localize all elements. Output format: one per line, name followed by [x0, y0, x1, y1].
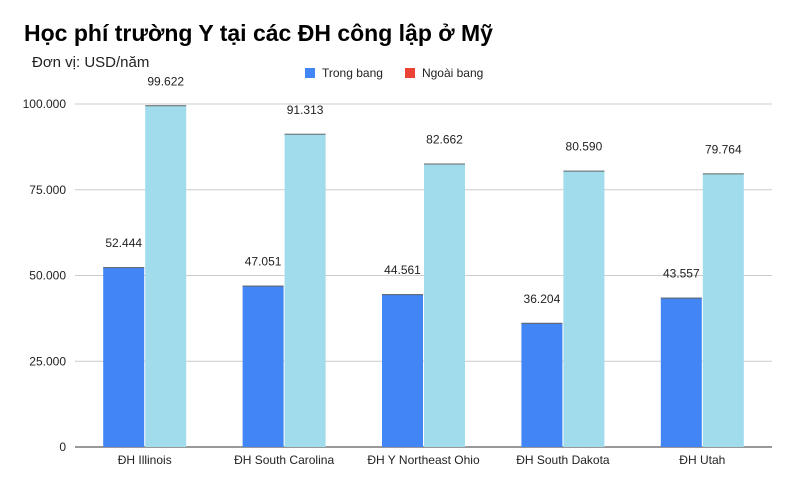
chart-title: Học phí trường Y tại các ĐH công lập ở M…	[24, 20, 493, 46]
y-tick-label: 0	[59, 440, 66, 454]
data-label: 99.622	[147, 74, 184, 88]
bar	[424, 163, 465, 447]
bar	[521, 322, 563, 447]
legend-item-trong-bang: Trong bang	[305, 66, 383, 80]
y-tick-label: 100.000	[23, 97, 67, 111]
legend-swatch-trong-bang	[305, 68, 315, 78]
bar	[242, 285, 284, 447]
data-label: 47.051	[245, 255, 282, 269]
x-tick-label: ĐH Illinois	[118, 453, 172, 467]
legend-label-trong-bang: Trong bang	[322, 66, 383, 80]
data-label: 80.590	[566, 140, 603, 154]
y-tick-label: 75.000	[29, 183, 66, 197]
bar	[702, 173, 744, 447]
bar	[563, 170, 605, 447]
data-label: 36.204	[524, 292, 561, 306]
data-label: 82.662	[426, 132, 463, 146]
bar	[284, 133, 326, 447]
x-tick-label: ĐH South Dakota	[516, 453, 610, 467]
y-tick-label: 50.000	[29, 269, 66, 283]
data-label: 79.764	[705, 142, 742, 156]
legend-label-ngoai-bang: Ngoài bang	[421, 66, 484, 80]
bar	[103, 267, 145, 447]
bar	[382, 294, 423, 447]
legend-swatch-ngoai-bang	[404, 68, 415, 78]
y-tick-label: 25.000	[29, 354, 66, 368]
data-label: 52.444	[105, 236, 142, 250]
data-label: 43.557	[663, 267, 700, 281]
data-label: 44.561	[384, 263, 421, 277]
x-tick-label: ĐH Utah	[679, 453, 725, 467]
x-tick-label: ĐH Y Northeast Ohio	[367, 453, 480, 467]
bar	[145, 105, 187, 447]
legend-item-ngoai-bang: Ngoài bang	[404, 66, 484, 80]
chart-subtitle: Đơn vị: USD/năm	[32, 54, 150, 71]
data-label: 91.313	[287, 103, 324, 117]
x-tick-label: ĐH South Carolina	[234, 453, 334, 467]
bar	[660, 297, 702, 447]
legend: Trong bang Ngoài bang	[305, 66, 505, 80]
